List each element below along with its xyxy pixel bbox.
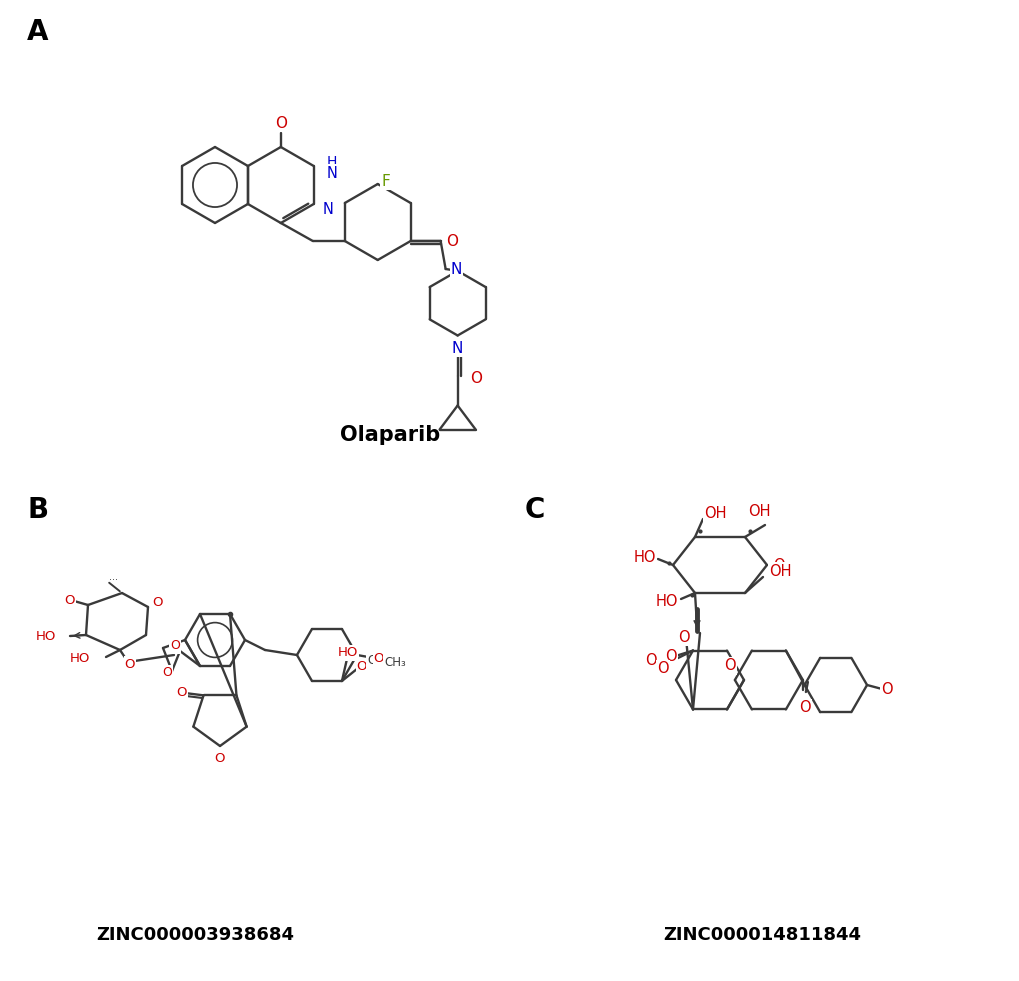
Text: O: O xyxy=(664,649,677,664)
Text: CH₃: CH₃ xyxy=(384,656,406,669)
Text: CH₃: CH₃ xyxy=(367,654,388,667)
Text: O: O xyxy=(645,653,656,668)
Text: ...: ... xyxy=(109,572,118,582)
Text: O: O xyxy=(124,657,136,670)
Text: C: C xyxy=(525,496,544,524)
Text: Olaparib: Olaparib xyxy=(339,425,439,445)
Text: HO: HO xyxy=(337,646,358,659)
Text: N: N xyxy=(450,262,462,277)
Text: O: O xyxy=(678,630,689,645)
Text: OH: OH xyxy=(768,563,791,579)
Text: ZINC000014811844: ZINC000014811844 xyxy=(662,926,860,944)
Text: O: O xyxy=(153,596,163,609)
Text: HO: HO xyxy=(69,651,90,664)
Text: A: A xyxy=(28,18,49,46)
Text: O: O xyxy=(880,683,892,697)
Text: O: O xyxy=(373,651,384,664)
Text: HO: HO xyxy=(655,594,678,608)
Text: OH: OH xyxy=(703,505,726,521)
Text: HO: HO xyxy=(36,631,56,644)
Text: O: O xyxy=(215,751,225,764)
Text: ZINC000003938684: ZINC000003938684 xyxy=(96,926,293,944)
Text: O: O xyxy=(357,660,367,674)
Text: O: O xyxy=(176,686,186,698)
Text: O: O xyxy=(162,666,172,680)
Text: O: O xyxy=(445,233,458,248)
Text: N: N xyxy=(326,166,337,181)
Text: O: O xyxy=(798,700,810,715)
Text: O: O xyxy=(469,371,481,386)
Text: O: O xyxy=(723,658,735,674)
Text: H: H xyxy=(326,155,336,169)
Text: N: N xyxy=(322,202,333,218)
Text: B: B xyxy=(28,496,49,524)
Text: O: O xyxy=(772,557,784,573)
Text: O: O xyxy=(274,116,286,130)
Text: OH: OH xyxy=(747,504,769,520)
Text: N: N xyxy=(451,341,463,356)
Text: O: O xyxy=(170,640,179,652)
Text: O: O xyxy=(664,649,677,664)
Text: F: F xyxy=(381,174,389,188)
Text: HO: HO xyxy=(633,549,655,564)
Text: O: O xyxy=(656,661,668,676)
Text: O: O xyxy=(64,594,75,606)
